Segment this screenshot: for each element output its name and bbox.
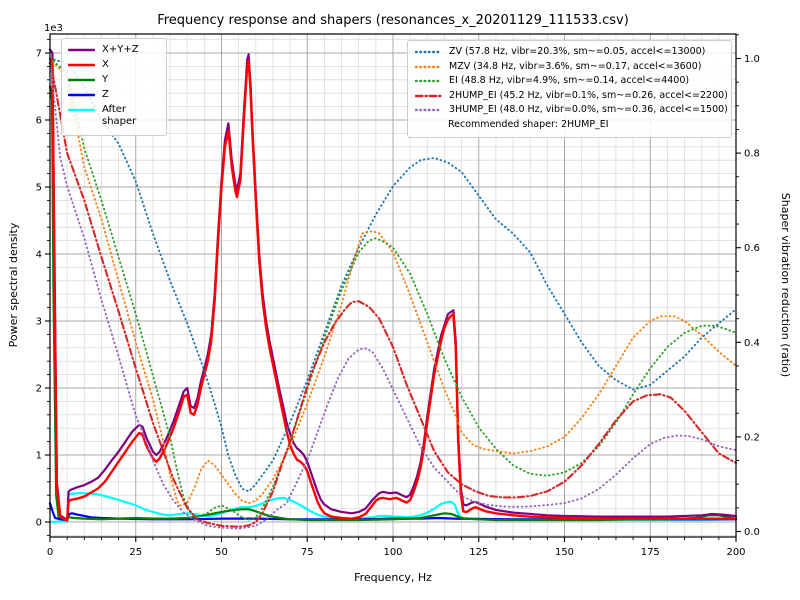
x-tick-label: 200 — [726, 547, 745, 558]
y-right-tick-label: 0.0 — [744, 527, 760, 538]
legend-label: EI (48.8 Hz, vibr=4.9%, sm~=0.14, accel<… — [449, 75, 690, 86]
series-x — [48, 58, 738, 522]
axis-tick-labels: 0 25 50 75 100 125 150 175 200 0 1 2 3 4 5 6 7 0.0 0.2 0.4 0… — [36, 49, 760, 559]
y-right-tick-label: 1.0 — [744, 54, 760, 65]
solid-line-swatch — [68, 63, 95, 67]
legend-label: X — [102, 59, 109, 70]
shaper-legend: ZV (57.8 Hz, vibr=20.3%, sm~=0.05, accel… — [407, 40, 732, 138]
y-left-tick-label: 2 — [36, 384, 42, 395]
legend-item-x: X — [68, 59, 160, 71]
y-right-axis-label: Shaper vibration reduction (ratio) — [779, 193, 792, 377]
x-tick-label: 75 — [301, 547, 314, 558]
legend-label: MZV (34.8 Hz, vibr=3.6%, sm~=0.17, accel… — [449, 60, 702, 72]
y-right-tick-label: 0.2 — [744, 432, 760, 443]
y-left-tick-label: 7 — [36, 49, 42, 60]
recommended-shaper-note: Recommended shaper: 2HUMP_EI — [448, 118, 609, 130]
legend-item-ei: EI (48.8 Hz, vibr=4.9%, sm~=0.14, accel<… — [415, 75, 725, 87]
legend-label: 2HUMP_EI (45.2 Hz, vibr=0.1%, sm~=0.26, … — [449, 89, 728, 101]
chart-title: Frequency response and shapers (resonanc… — [157, 13, 629, 28]
solid-line-swatch — [68, 93, 95, 97]
axis-ticks — [45, 34, 741, 542]
legend-item-y: Y — [68, 74, 160, 86]
legend-item-zv: ZV (57.8 Hz, vibr=20.3%, sm~=0.05, accel… — [415, 46, 725, 58]
x-tick-label: 0 — [47, 547, 53, 558]
y-axis-offset-label: 1e3 — [44, 23, 63, 34]
legend-item-3hump-ei: 3HUMP_EI (48.0 Hz, vibr=0.0%, sm~=0.36, … — [415, 104, 728, 116]
series-2hump-ei — [48, 57, 738, 528]
x-tick-label: 150 — [555, 547, 574, 558]
solid-line-swatch — [68, 48, 95, 52]
series-y — [48, 85, 738, 522]
legend-item-x+y+z: X+Y+Z — [68, 44, 160, 56]
y-left-tick-label: 3 — [36, 317, 42, 328]
dotted-line-swatch — [415, 65, 442, 68]
series-curves — [48, 48, 738, 530]
dotted-line-swatch — [415, 108, 442, 112]
dotted-line-swatch — [415, 50, 442, 54]
y-right-tick-label: 0.8 — [744, 149, 760, 160]
x-tick-label: 125 — [469, 547, 488, 558]
x-tick-label: 50 — [215, 547, 228, 558]
y-left-tick-label: 1 — [36, 451, 42, 462]
solid-line-swatch — [68, 78, 95, 82]
legend-label: Y — [102, 74, 109, 85]
psd-legend: X+Y+Z X Y Z After shaper — [61, 38, 167, 136]
y-right-tick-label: 0.4 — [744, 338, 760, 349]
series-ei — [49, 57, 737, 521]
solid-line-swatch — [68, 108, 95, 112]
series-after-shaper — [48, 492, 738, 524]
legend-label: 3HUMP_EI (48.0 Hz, vibr=0.0%, sm~=0.36, … — [449, 104, 728, 115]
y-left-tick-label: 0 — [36, 518, 42, 529]
legend-item-mzv: MZV (34.8 Hz, vibr=3.6%, sm~=0.17, accel… — [415, 61, 725, 73]
x-tick-label: 175 — [641, 547, 660, 558]
series-mzv — [49, 57, 737, 507]
y-right-tick-label: 0.6 — [744, 243, 760, 254]
dashdot-line-swatch — [415, 94, 442, 97]
legend-label: Z — [102, 89, 109, 100]
y-left-tick-label: 5 — [36, 183, 42, 194]
dotted-line-swatch — [415, 79, 442, 83]
series-3hump-ei — [49, 57, 737, 530]
legend-item-z: Z — [68, 89, 160, 101]
legend-label: After shaper — [102, 104, 137, 127]
x-axis-label: Frequency, Hz — [354, 571, 432, 584]
legend-item-after-shaper: After shaper — [68, 104, 160, 128]
y-left-tick-label: 6 — [36, 116, 42, 127]
x-tick-label: 25 — [129, 547, 142, 558]
legend-item-2hump-ei: 2HUMP_EI (45.2 Hz, vibr=0.1%, sm~=0.26, … — [415, 89, 728, 102]
x-tick-label: 100 — [383, 547, 402, 558]
legend-label: ZV (57.8 Hz, vibr=20.3%, sm~=0.05, accel… — [449, 46, 706, 57]
series-zv — [49, 57, 737, 493]
y-left-tick-label: 4 — [36, 250, 42, 261]
legend-label: X+Y+Z — [102, 44, 139, 55]
y-left-axis-label: Power spectral density — [7, 222, 20, 347]
